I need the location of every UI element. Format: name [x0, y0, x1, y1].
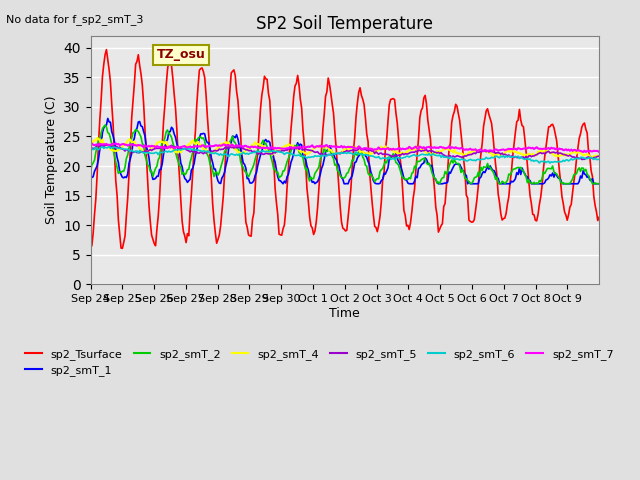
sp2_smT_4: [590, 155, 598, 161]
sp2_Tsurface: [102, 47, 110, 52]
sp2_smT_5: [121, 148, 129, 154]
sp2_smT_5: [105, 143, 113, 149]
sp2_smT_5: [526, 153, 534, 158]
sp2_smT_5: [86, 145, 94, 151]
sp2_smT_7: [112, 141, 120, 146]
sp2_smT_7: [104, 142, 111, 148]
sp2_smT_7: [451, 145, 458, 151]
sp2_smT_6: [595, 156, 603, 162]
sp2_smT_6: [104, 145, 111, 151]
Title: SP2 Soil Temperature: SP2 Soil Temperature: [256, 15, 433, 33]
sp2_smT_7: [593, 148, 600, 154]
sp2_smT_4: [121, 141, 129, 147]
Legend: sp2_Tsurface, sp2_smT_1, sp2_smT_2, sp2_smT_4, sp2_smT_5, sp2_smT_6, sp2_smT_7: sp2_Tsurface, sp2_smT_1, sp2_smT_2, sp2_…: [20, 345, 618, 381]
sp2_smT_1: [121, 174, 129, 180]
sp2_smT_6: [121, 146, 129, 152]
Text: No data for f_sp2_smT_3: No data for f_sp2_smT_3: [6, 14, 144, 25]
sp2_smT_7: [121, 142, 129, 148]
sp2_smT_6: [451, 156, 458, 161]
sp2_smT_6: [105, 143, 113, 149]
sp2_smT_5: [578, 156, 586, 162]
sp2_smT_6: [546, 160, 554, 166]
Y-axis label: Soil Temperature (C): Soil Temperature (C): [45, 96, 58, 224]
X-axis label: Time: Time: [330, 307, 360, 320]
sp2_smT_2: [101, 122, 109, 128]
sp2_Tsurface: [122, 213, 130, 219]
sp2_Tsurface: [595, 215, 603, 220]
sp2_smT_6: [594, 156, 602, 162]
sp2_Tsurface: [527, 201, 535, 206]
sp2_smT_4: [105, 144, 113, 150]
sp2_smT_5: [349, 146, 357, 152]
sp2_smT_6: [526, 156, 534, 162]
sp2_Tsurface: [105, 67, 113, 72]
sp2_smT_1: [105, 119, 113, 125]
sp2_smT_2: [452, 159, 460, 165]
sp2_Tsurface: [594, 217, 602, 223]
sp2_Tsurface: [452, 101, 460, 107]
sp2_Tsurface: [86, 244, 94, 250]
sp2_smT_4: [526, 153, 534, 158]
sp2_smT_5: [451, 154, 458, 160]
sp2_Tsurface: [118, 245, 126, 251]
sp2_smT_6: [349, 152, 357, 157]
sp2_smT_1: [86, 175, 94, 180]
Line: sp2_smT_7: sp2_smT_7: [90, 144, 599, 152]
Line: sp2_Tsurface: sp2_Tsurface: [90, 49, 599, 248]
sp2_smT_2: [595, 181, 603, 187]
sp2_smT_6: [86, 148, 94, 154]
sp2_smT_4: [93, 135, 101, 141]
Text: TZ_osu: TZ_osu: [157, 48, 205, 61]
sp2_smT_7: [349, 145, 357, 151]
Line: sp2_smT_6: sp2_smT_6: [90, 146, 599, 163]
sp2_smT_4: [349, 145, 357, 151]
sp2_smT_2: [121, 164, 129, 170]
Line: sp2_smT_4: sp2_smT_4: [90, 138, 599, 158]
sp2_smT_1: [452, 161, 460, 167]
sp2_Tsurface: [351, 133, 358, 139]
sp2_smT_4: [595, 153, 603, 159]
sp2_smT_2: [349, 158, 357, 164]
sp2_smT_2: [105, 131, 113, 136]
sp2_smT_1: [104, 116, 111, 121]
sp2_smT_5: [595, 153, 603, 159]
sp2_smT_4: [451, 146, 458, 152]
sp2_smT_2: [527, 180, 535, 186]
Line: sp2_smT_5: sp2_smT_5: [90, 145, 599, 159]
Line: sp2_smT_1: sp2_smT_1: [90, 119, 599, 184]
sp2_smT_5: [594, 154, 602, 159]
sp2_smT_2: [86, 169, 94, 175]
sp2_smT_4: [594, 153, 602, 158]
sp2_smT_1: [527, 181, 535, 187]
sp2_smT_1: [594, 181, 602, 187]
sp2_smT_4: [86, 143, 94, 149]
sp2_smT_1: [351, 159, 358, 165]
sp2_smT_1: [279, 181, 287, 187]
sp2_smT_2: [436, 181, 444, 187]
Line: sp2_smT_2: sp2_smT_2: [90, 125, 599, 184]
sp2_smT_7: [595, 149, 603, 155]
sp2_smT_5: [104, 142, 111, 148]
sp2_smT_2: [594, 181, 602, 187]
sp2_smT_7: [526, 145, 534, 151]
sp2_smT_1: [595, 181, 603, 187]
sp2_smT_7: [86, 141, 94, 147]
